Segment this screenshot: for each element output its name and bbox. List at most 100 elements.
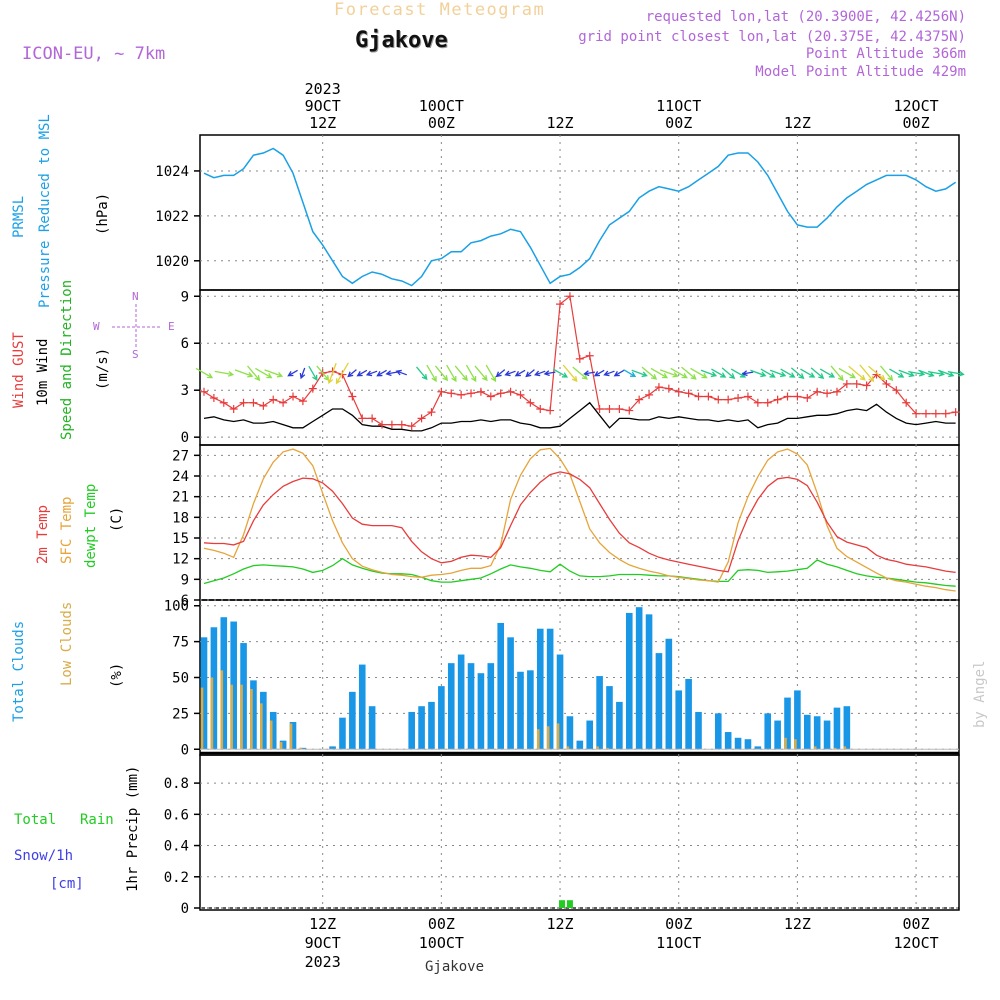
total-cloud-bar [536,628,544,750]
gust-marker [467,389,476,398]
wind-direction-arrow [769,369,787,378]
total-cloud-bar [517,671,524,750]
low-cloud-bar [240,684,243,750]
wind-labels: Wind GUST 10m Wind Speed and Direction (… [11,280,111,440]
total-cloud-bar [665,638,673,750]
wind-direction-arrow [247,365,261,382]
y-tick-label: 0.6 [164,807,189,823]
gust-marker [259,401,268,410]
total-cloud-bar [744,739,752,750]
rain-bar [559,900,566,908]
label-percent: (%) [109,663,125,688]
total-cloud-bar [635,607,643,750]
label-total-clouds: Total Clouds [11,621,27,722]
gust-marker [348,392,357,401]
wind-direction-arrow [234,369,254,378]
gust-marker [714,395,723,404]
sfc-temp-line [203,447,956,592]
label-pressure-msl: Pressure Reduced to MSL [37,114,53,308]
grid-lines [200,135,959,909]
time-label-bottom: 00Z [903,915,930,933]
time-label-top: 12Z [309,114,336,132]
label-total: Total [14,812,56,828]
y-tick-label: 27 [172,448,189,464]
gust-marker [476,387,485,396]
y-tick-label: 9 [181,289,189,305]
total-cloud-bar [616,701,623,750]
gust-marker [565,292,574,301]
gust-marker [902,398,911,407]
gust-marker [378,420,387,429]
wind-direction-arrow [681,366,697,380]
total-cloud-bar [418,706,425,750]
wind-direction-arrow [356,369,368,377]
gust-marker [615,404,624,413]
wind-direction-arrow [859,364,875,383]
total-cloud-bar [714,713,722,750]
low-cloud-bar [269,720,273,750]
wind-direction-arrow [868,365,886,381]
total-cloud-bar [724,732,732,750]
total-cloud-bar [428,701,435,750]
gust-marker [842,379,851,388]
compass-w: W [93,320,100,333]
y-tick-label: 100 [164,599,189,615]
wind-direction-arrow [365,370,378,377]
wind-direction-arrow [385,370,398,377]
low-cloud-bar [813,746,817,750]
y-tick-label: 21 [172,490,189,506]
time-label-bottom: 12OCT [894,934,939,952]
gust-marker [625,406,634,415]
low-cloud-bar [556,723,560,750]
axis-ticks: 1020 1022 1024 0 3 6 9 6 9 12 15 18 21 24 27 0 25 50 75 100… [155,80,938,971]
time-label-top: 2023 [305,80,341,98]
gust-marker [427,408,436,417]
pressure-labels: PRMSL Pressure Reduced to MSL (hPa) [11,114,111,308]
wind-direction-arrow [593,369,605,377]
total-cloud-bar [467,663,475,750]
gust-marker [921,409,930,418]
gust-marker [595,404,604,413]
total-cloud-bar [279,740,287,750]
wind-direction-arrow [395,369,408,376]
wind-direction-arrow [760,368,776,378]
wind-direction-arrow [454,365,468,382]
label-low-clouds: Low Clouds [59,602,75,686]
wind-speed-line [203,401,956,432]
time-label-bottom: 2023 [305,953,341,971]
y-tick-label: 6 [181,593,189,609]
compass-n: N [132,290,139,303]
gust-marker [654,383,663,392]
wind-direction-arrow [335,362,349,385]
time-label-top: 00Z [428,114,455,132]
total-cloud-bar [576,740,584,750]
gust-marker [773,395,782,404]
grid-point-location: grid point closest lon,lat (20.375E, 42.… [578,29,966,45]
label-precip-mm: 1hr Precip (mm) [125,766,141,892]
wind-direction-arrow [711,368,727,378]
gust-marker [743,392,752,401]
label-dewpt-temp: dewpt Temp [83,484,99,568]
gust-marker [605,404,614,413]
total-cloud-bar [685,678,692,750]
total-cloud-bar [200,637,208,750]
gust-marker [832,387,841,396]
requested-location: requested lon,lat (20.3900E, 42.4256N) [645,9,966,25]
total-cloud-bar [487,663,495,750]
wind-direction-arrow [938,369,955,378]
gust-marker [704,392,713,401]
wind-direction-arrow [741,370,754,377]
wind-direction-arrow [264,369,284,378]
wind-direction-arrow [790,367,805,379]
total-cloud-bar [269,711,277,750]
y-tick-label: 1020 [155,254,189,270]
gust-marker [823,389,832,398]
wind-direction-arrow [525,369,535,378]
chart-title: Forecast Meteogram [334,0,546,20]
label-10m-wind: 10m Wind [35,339,51,406]
gust-marker [506,387,515,396]
total-cloud-bar [497,622,504,750]
wind-direction-arrow [690,367,708,379]
wind-direction-arrow [485,364,497,383]
time-label-top: 12OCT [894,97,939,115]
